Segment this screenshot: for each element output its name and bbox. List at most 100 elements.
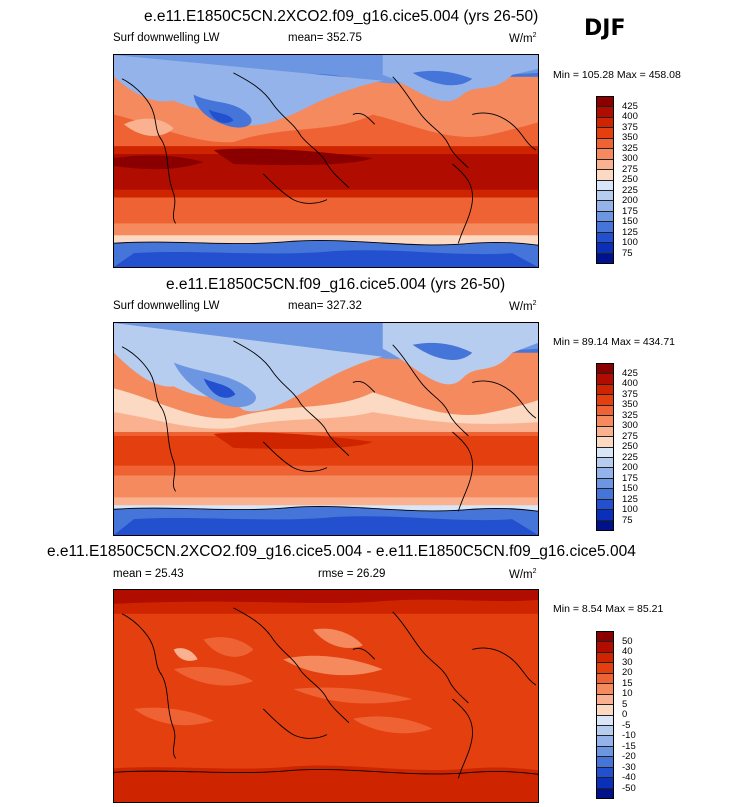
- colorbar-swatch: [597, 243, 613, 254]
- colorbar-swatch: [597, 632, 613, 643]
- panel-1-map-graphic: [114, 55, 538, 267]
- colorbar-tick-label: 125: [622, 493, 638, 505]
- colorbar-tick-label: 350: [622, 399, 638, 410]
- panel-3-mean-label: mean = 25.43: [113, 568, 184, 580]
- colorbar-tick-label: 350: [622, 132, 638, 143]
- colorbar-swatch: [597, 374, 613, 385]
- colorbar-tick-label: -30: [622, 761, 636, 773]
- colorbar-tick-label: 20: [622, 667, 633, 678]
- colorbar-tick-label: 300: [622, 153, 638, 164]
- panel-1-title: e.e11.E1850C5CN.2XCO2.f09_g16.cice5.004 …: [144, 8, 539, 25]
- colorbar-tick-label: 375: [622, 388, 638, 400]
- colorbar-tick-label: 75: [622, 247, 633, 259]
- colorbar-swatch: [597, 746, 613, 758]
- colorbar-tick-label: 100: [622, 504, 638, 515]
- panel-3-map-graphic: [114, 590, 538, 802]
- panel-1-mean-label: mean= 352.75: [288, 32, 362, 44]
- panel-1-map: [113, 54, 539, 268]
- colorbar-swatch: [597, 107, 613, 118]
- colorbar-tick-label: 5: [622, 698, 628, 710]
- colorbar-tick-label: 375: [622, 121, 638, 133]
- colorbar-swatch: [597, 767, 613, 779]
- colorbar-tick-label: 425: [622, 367, 638, 379]
- colorbar-swatch: [597, 652, 613, 664]
- colorbar-tick-label: 275: [622, 430, 638, 442]
- panel-3-rmse-label: rmse = 26.29: [318, 568, 386, 580]
- colorbar-tick-label: 150: [622, 483, 638, 494]
- colorbar-tick-label: 250: [622, 441, 638, 452]
- colorbar-tick-label: 325: [622, 142, 638, 154]
- colorbar-swatch: [597, 447, 613, 458]
- colorbar-swatch: [597, 170, 613, 181]
- colorbar-swatch: [597, 510, 613, 521]
- colorbar-tick-label: 275: [622, 163, 638, 175]
- colorbar-swatch: [597, 468, 613, 479]
- colorbar-swatch: [597, 232, 613, 244]
- colorbar-swatch: [597, 478, 613, 490]
- panel-3-units: W/m2: [509, 568, 537, 581]
- colorbar-swatch: [597, 211, 613, 223]
- colorbar-swatch: [597, 384, 613, 396]
- colorbar-swatch: [597, 520, 613, 530]
- colorbar-tick-label: 200: [622, 462, 638, 473]
- colorbar-tick-label: -10: [622, 730, 636, 741]
- panel-2-units: W/m2: [509, 300, 537, 313]
- colorbar-swatch: [597, 499, 613, 511]
- colorbar-swatch: [597, 405, 613, 417]
- panel-1-variable-label: Surf downwelling LW: [113, 32, 220, 44]
- colorbar-tick-label: 425: [622, 100, 638, 112]
- colorbar-swatch: [597, 757, 613, 768]
- colorbar-swatch: [597, 117, 613, 129]
- panel-2-title: e.e11.E1850C5CN.f09_g16.cice5.004 (yrs 2…: [166, 276, 506, 293]
- colorbar-tick-label: 400: [622, 111, 638, 122]
- panel-2-minmax: Min = 89.14 Max = 434.71: [553, 336, 675, 348]
- colorbar-tick-label: 50: [622, 635, 633, 647]
- colorbar-tick-label: 300: [622, 420, 638, 431]
- colorbar-tick-label: 225: [622, 184, 638, 196]
- colorbar-swatch: [597, 673, 613, 685]
- colorbar-tick-label: 200: [622, 195, 638, 206]
- colorbar-tick-label: 100: [622, 237, 638, 248]
- colorbar-swatch: [597, 715, 613, 726]
- panel-3-minmax: Min = 8.54 Max = 85.21: [553, 603, 664, 615]
- colorbar-tick-label: -20: [622, 751, 636, 762]
- colorbar-tick-label: 225: [622, 451, 638, 463]
- colorbar-tick-label: 10: [622, 688, 633, 699]
- colorbar-swatch: [597, 437, 613, 448]
- colorbar-swatch: [597, 663, 613, 674]
- colorbar-tick-label: 40: [622, 646, 633, 657]
- colorbar-tick-label: 15: [622, 677, 633, 689]
- panel-2-mean-label: mean= 327.32: [288, 300, 362, 312]
- colorbar-swatch: [597, 128, 613, 139]
- colorbar-tick-label: 125: [622, 226, 638, 238]
- colorbar-tick-label: 175: [622, 472, 638, 484]
- panel-1-minmax: Min = 105.28 Max = 458.08: [553, 69, 681, 81]
- colorbar-swatch: [597, 222, 613, 233]
- panel-2-variable-label: Surf downwelling LW: [113, 300, 220, 312]
- colorbar-swatch: [597, 159, 613, 171]
- colorbar-tick-label: -15: [622, 740, 636, 752]
- colorbar-tick-label: -5: [622, 719, 631, 731]
- colorbar-swatch: [597, 725, 613, 737]
- colorbar-tick-label: -50: [622, 782, 636, 794]
- panel-3-map: [113, 589, 539, 803]
- panel-3-colorbar: [596, 631, 614, 799]
- colorbar-swatch: [597, 489, 613, 500]
- colorbar-swatch: [597, 788, 613, 798]
- colorbar-swatch: [597, 253, 613, 263]
- colorbar-tick-label: 250: [622, 174, 638, 185]
- colorbar-swatch: [597, 180, 613, 191]
- colorbar-swatch: [597, 778, 613, 789]
- colorbar-swatch: [597, 736, 613, 747]
- colorbar-swatch: [597, 364, 613, 375]
- colorbar-tick-label: 150: [622, 216, 638, 227]
- colorbar-swatch: [597, 97, 613, 108]
- colorbar-tick-label: 75: [622, 514, 633, 526]
- colorbar-swatch: [597, 684, 613, 695]
- colorbar-swatch: [597, 416, 613, 427]
- panel-1-colorbar: [596, 96, 614, 264]
- season-label: DJF: [584, 16, 626, 41]
- colorbar-swatch: [597, 201, 613, 212]
- panel-1-units: W/m2: [509, 32, 537, 45]
- colorbar-tick-label: 400: [622, 378, 638, 389]
